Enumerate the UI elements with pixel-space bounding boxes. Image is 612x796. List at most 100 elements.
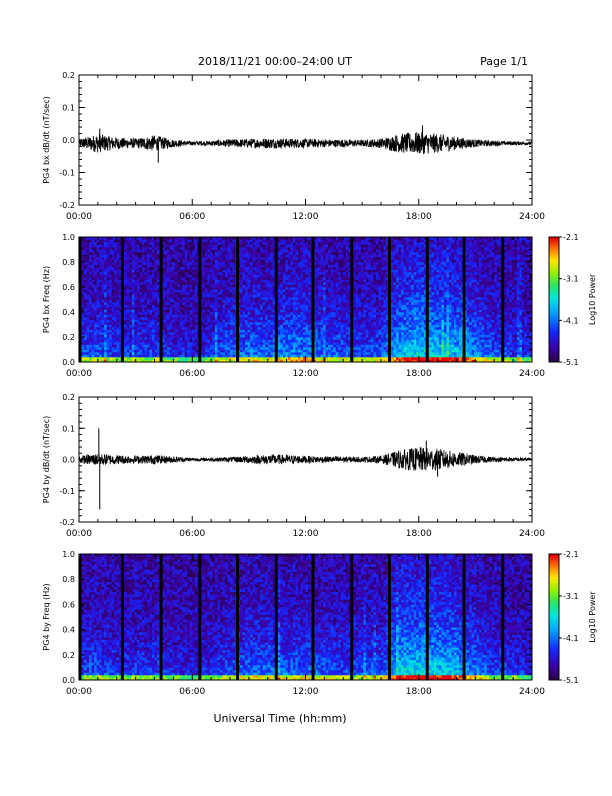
spectrogram-cell (117, 345, 120, 348)
spectrogram-cell (290, 250, 293, 253)
spectrogram-cell (124, 265, 127, 268)
spectrogram-cell (94, 307, 97, 310)
spectrogram-cell (321, 280, 324, 283)
spectrogram-cell (215, 352, 218, 355)
spectrogram-cell (190, 345, 193, 348)
spectrogram-cell (92, 310, 95, 313)
spectrogram-cell (243, 300, 246, 303)
spectrogram-cell (243, 262, 246, 265)
spectrogram-cell (217, 340, 220, 343)
spectrogram-cell (253, 350, 256, 353)
spectrogram-cell (258, 335, 261, 338)
spectrogram-cell (117, 327, 120, 330)
spectrogram-cell (316, 270, 319, 273)
spectrogram-cell (170, 300, 173, 303)
spectrogram-cell (127, 242, 130, 245)
spectrogram-cell (308, 247, 311, 250)
spectrogram-cell (210, 295, 213, 298)
spectrogram-cell (124, 290, 127, 293)
spectrogram-cell (114, 310, 117, 313)
spectrogram-cell (308, 345, 311, 348)
spectrogram-cell (250, 277, 253, 280)
spectrogram-cell (280, 265, 283, 268)
spectrogram-cell (147, 247, 150, 250)
spectrogram-cell (132, 252, 135, 255)
spectrogram-cell (293, 340, 296, 343)
spectrogram-cell (250, 260, 253, 263)
spectrogram-cell (134, 267, 137, 270)
spectrogram-cell (170, 257, 173, 260)
spectrogram-cell (175, 265, 178, 268)
spectrogram-cell (212, 275, 215, 278)
spectrogram-cell (89, 255, 92, 258)
spectrogram-cell (308, 287, 311, 290)
spectrogram-cell (84, 317, 87, 320)
spectrogram-cell (230, 315, 233, 318)
spectrogram-cell (157, 260, 160, 263)
spectrogram-cell (129, 285, 132, 288)
spectrogram-cell (170, 345, 173, 348)
spectrogram-cell (240, 285, 243, 288)
spectrogram-cell (114, 287, 117, 290)
spectrogram-cell (147, 345, 150, 348)
spectrogram-cell (142, 272, 145, 275)
spectrogram-cell (157, 352, 160, 355)
spectrogram-cell (217, 325, 220, 328)
spectrogram-cell (212, 302, 215, 305)
spectrogram-cell (283, 245, 286, 248)
spectrogram-cell (207, 355, 210, 358)
spectrogram-cell (220, 335, 223, 338)
spectrogram-cell (263, 290, 266, 293)
spectrogram-cell (295, 257, 298, 260)
spectrogram-cell (97, 352, 100, 355)
spectrogram-cell (109, 305, 112, 308)
spectrogram-cell (215, 337, 218, 340)
spectrogram-cell (152, 335, 155, 338)
spectrogram-cell (87, 330, 90, 333)
spectrogram-cell (298, 352, 301, 355)
spectrogram-cell (265, 270, 268, 273)
spectrogram-cell (230, 322, 233, 325)
spectrogram-cell (225, 320, 228, 323)
spectrogram-cell (290, 300, 293, 303)
spectrogram-cell (117, 295, 120, 298)
spectrogram-cell (318, 270, 321, 273)
spectrogram-cell (306, 300, 309, 303)
spectrogram-cell (207, 292, 210, 295)
spectrogram-cell (142, 335, 145, 338)
spectrogram-cell (104, 335, 107, 338)
spectrogram-cell (227, 247, 230, 250)
spectrogram-cell (147, 257, 150, 260)
spectrogram-cell (104, 242, 107, 245)
spectrogram-cell (227, 297, 230, 300)
spectrogram-cell (92, 267, 95, 270)
spectrogram-cell (300, 262, 303, 265)
spectrogram-cell (240, 267, 243, 270)
spectrogram-cell (316, 325, 319, 328)
spectrogram-cell (303, 265, 306, 268)
spectrogram-cell (210, 322, 213, 325)
spectrogram-cell (293, 282, 296, 285)
spectrogram-cell (167, 345, 170, 348)
spectrogram-cell (248, 305, 251, 308)
spectrogram-cell (139, 335, 142, 338)
spectrogram-cell (172, 347, 175, 350)
spectrogram-cell (303, 340, 306, 343)
spectrogram-cell (245, 337, 248, 340)
spectrogram-cell (172, 312, 175, 315)
spectrogram-cell (92, 357, 95, 360)
spectrogram-cell (207, 340, 210, 343)
spectrogram-cell (102, 310, 105, 313)
spectrogram-cell (109, 257, 112, 260)
spectrogram-cell (253, 355, 256, 358)
spectrogram-cell (268, 290, 271, 293)
spectrogram-cell (300, 265, 303, 268)
spectrogram-cell (285, 272, 288, 275)
spectrogram-cell (94, 300, 97, 303)
spectrogram-cell (245, 315, 248, 318)
spectrogram-cell (202, 322, 205, 325)
spectrogram-cell (202, 285, 205, 288)
spectrogram-cell (250, 335, 253, 338)
spectrogram-cell (260, 287, 263, 290)
spectrogram-cell (210, 332, 213, 335)
